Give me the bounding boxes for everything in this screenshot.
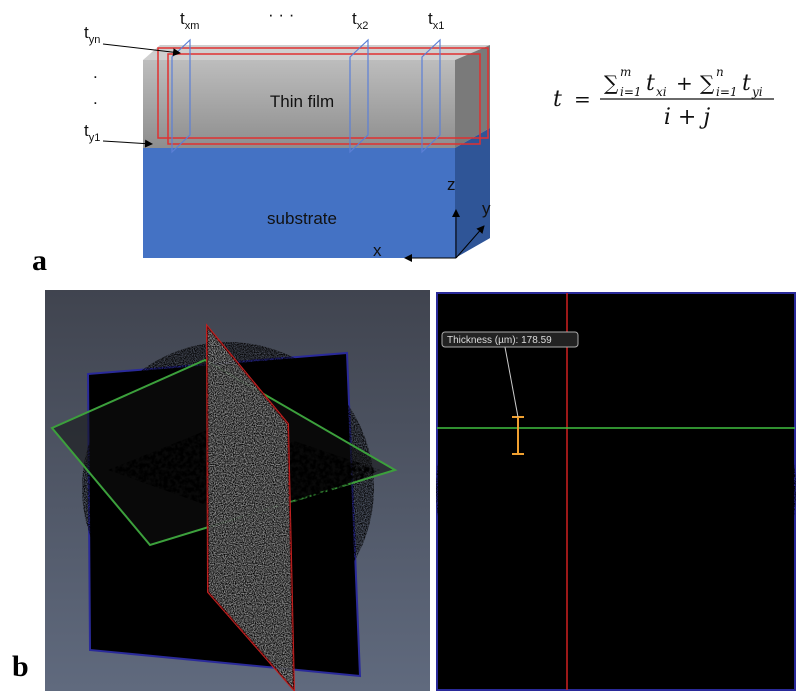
leader-line: [504, 346, 519, 418]
axis-label: x: [373, 241, 382, 260]
panel-label: a: [32, 244, 47, 277]
formula-lower: i=1: [620, 85, 642, 99]
ct-slice-texture: [207, 326, 294, 690]
dot: .: [93, 63, 98, 82]
ct-cross-section: [436, 310, 796, 670]
formula-eq: =: [574, 87, 591, 111]
film-front: [143, 60, 455, 148]
panel-label: b: [12, 650, 29, 683]
formula-denominator: i + j: [664, 105, 710, 130]
axis-label: z: [447, 175, 456, 194]
measurement-label: Thickness (µm): 178.59: [447, 335, 552, 346]
formula-lower: i=1: [716, 85, 738, 99]
slice-plane: [157, 47, 489, 139]
ellipsis: · · ·: [268, 5, 294, 24]
formula-upper: m: [620, 65, 631, 79]
thickness-label: txm: [180, 9, 199, 32]
formula-sub: xi: [656, 85, 667, 99]
arrow: [102, 43, 181, 57]
slice-plane: [349, 38, 369, 154]
formula-plus: +: [676, 71, 693, 95]
arrow: [102, 139, 153, 148]
thickness-label: tx1: [428, 9, 444, 32]
film-side: [455, 45, 490, 148]
formula-sum: ∑: [604, 71, 619, 95]
thickness-label: tyn: [84, 23, 100, 46]
slice-plane: [167, 53, 481, 145]
formula-sum: ∑: [700, 71, 715, 95]
layer-label: substrate: [267, 209, 337, 228]
axis: [455, 225, 485, 259]
panel-a: tyn txm · · · tx2 tx1 . . ty1 Thin film …: [32, 5, 774, 277]
axis-label: y: [482, 199, 491, 218]
slice-plane: [421, 38, 441, 154]
formula-upper: n: [716, 65, 724, 79]
slice-plane: [171, 38, 191, 154]
measurement-box: [441, 331, 579, 348]
panel-b: Thickness (µm): 178.59 b: [12, 290, 796, 691]
formula-lhs: t: [553, 87, 562, 112]
formula: t = ∑ m i=1 t xi + ∑ n i=1 t yi i + j: [553, 65, 774, 130]
layer-label: Thin film: [270, 92, 334, 111]
thickness-label: tx2: [352, 9, 368, 32]
formula-sub: yi: [751, 85, 763, 99]
formula-var: t: [646, 71, 655, 96]
thickness-label: ty1: [84, 121, 100, 144]
formula-var: t: [742, 71, 751, 96]
substrate-block: [143, 128, 490, 258]
dot: .: [93, 89, 98, 108]
